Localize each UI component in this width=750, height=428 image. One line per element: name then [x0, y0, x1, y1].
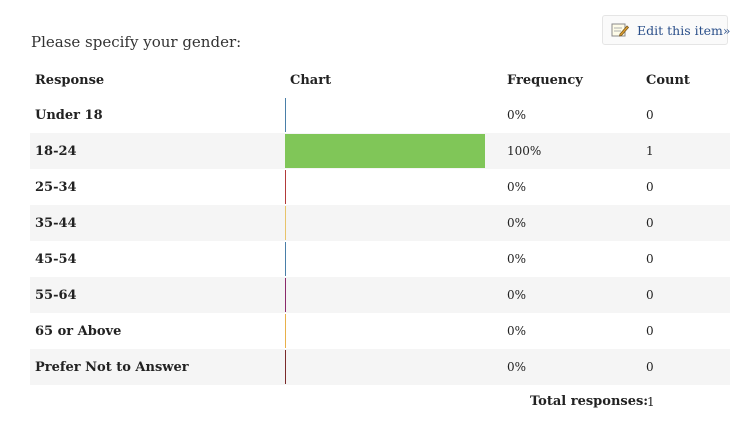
response-label: Prefer Not to Answer: [30, 349, 285, 385]
table-header-row: Response Chart Frequency Count: [30, 63, 730, 97]
count-column-header: Count: [646, 72, 690, 88]
table-row: 35-44 0% 0: [30, 205, 730, 241]
total-responses-label: Total responses:: [530, 394, 649, 409]
total-responses: Total responses: 1: [30, 394, 730, 414]
edit-note-icon: [611, 22, 630, 38]
frequency-value: 0%: [507, 324, 527, 338]
response-label: Under 18: [35, 107, 103, 123]
count-value: 0: [641, 205, 730, 241]
response-label: 25-34: [35, 179, 77, 195]
response-label: 45-54: [35, 251, 77, 267]
count-value: 0: [646, 324, 654, 338]
frequency-bar: [285, 242, 286, 276]
frequency-value: 0%: [507, 108, 527, 122]
table-row: Under 18 0% 0: [30, 97, 730, 133]
frequency-bar: [285, 98, 286, 132]
edit-item-button[interactable]: Edit this item»: [602, 15, 731, 45]
count-value: 0: [646, 108, 654, 122]
count-value: 0: [646, 180, 654, 194]
results-table: Response Chart Frequency Count Under 18 …: [30, 63, 730, 385]
chart-column-header: Chart: [290, 72, 332, 88]
frequency-bar: [285, 206, 286, 240]
response-label: 55-64: [30, 277, 285, 313]
frequency-value: 0%: [502, 277, 641, 313]
frequency-bar: [285, 170, 286, 204]
response-label: 35-44: [30, 205, 285, 241]
frequency-bar: [285, 314, 286, 348]
table-row: 55-64 0% 0: [30, 277, 730, 313]
table-row: 25-34 0% 0: [30, 169, 730, 205]
response-column-header: Response: [35, 72, 105, 88]
response-label: 18-24: [30, 133, 285, 169]
frequency-column-header: Frequency: [507, 72, 583, 88]
frequency-bar: [285, 134, 485, 168]
table-row: 18-24 100% 1: [30, 133, 730, 169]
table-row: 65 or Above 0% 0: [30, 313, 730, 349]
count-value: 1: [641, 133, 730, 169]
question-title: Please specify your gender:: [31, 33, 242, 51]
response-label: 65 or Above: [35, 323, 122, 339]
table-row: Prefer Not to Answer 0% 0: [30, 349, 730, 385]
frequency-value: 0%: [507, 180, 527, 194]
frequency-value: 100%: [502, 133, 641, 169]
frequency-value: 0%: [502, 349, 641, 385]
frequency-bar: [285, 350, 286, 384]
table-row: 45-54 0% 0: [30, 241, 730, 277]
edit-item-label: Edit this item»: [637, 22, 731, 38]
frequency-value: 0%: [502, 205, 641, 241]
total-responses-value: 1: [647, 395, 655, 409]
count-value: 0: [646, 252, 654, 266]
count-value: 0: [641, 277, 730, 313]
frequency-bar: [285, 278, 286, 312]
frequency-value: 0%: [507, 252, 527, 266]
count-value: 0: [641, 349, 730, 385]
